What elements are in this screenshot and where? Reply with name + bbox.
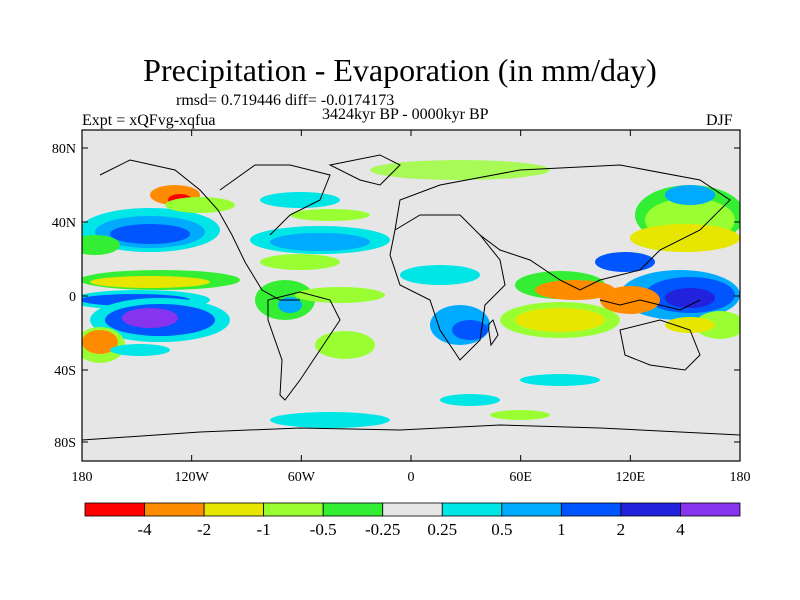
colorbar-swatch <box>382 502 443 517</box>
colorbar-swatch <box>560 502 622 517</box>
colorbar-swatch <box>144 502 205 517</box>
lat-tick-label: 40S <box>54 364 76 379</box>
colorbar-label: -0.25 <box>365 520 400 539</box>
lon-tick-label: 120W <box>175 470 210 485</box>
colorbar-swatch <box>203 502 265 517</box>
colorbar-label: 0.25 <box>427 520 457 539</box>
lon-tick-label: 60W <box>288 470 316 485</box>
experiment-label: Expt = xQFvg-xqfua <box>82 112 216 129</box>
latitude-axis: 80N 40N 0 40S 80S <box>52 142 740 451</box>
colorbar-label: 1 <box>557 520 566 539</box>
lat-tick-label: 80N <box>52 142 76 157</box>
lon-tick-label: 0 <box>408 470 415 485</box>
colorbar: -4 -2 -1 -0.5 -0.25 0.25 0.5 1 2 4 <box>84 502 741 539</box>
colorbar-swatch <box>84 502 145 517</box>
lon-tick-label: 180 <box>72 470 93 485</box>
lon-tick-label: 120E <box>616 470 646 485</box>
longitude-axis: 180 120W 60W 0 60E 120E 180 <box>72 130 751 485</box>
period-text: 3424kyr BP - 0000kyr BP <box>322 106 489 123</box>
colorbar-swatch <box>263 502 324 517</box>
colorbar-label: 2 <box>617 520 626 539</box>
colorbar-label: -1 <box>257 520 271 539</box>
colorbar-swatch <box>501 502 562 517</box>
colorbar-swatch <box>322 502 384 517</box>
colorbar-label: -0.5 <box>310 520 337 539</box>
colorbar-swatch <box>441 502 503 517</box>
lon-tick-label: 180 <box>730 470 751 485</box>
lat-tick-label: 0 <box>69 290 76 305</box>
lon-tick-label: 60E <box>509 470 532 485</box>
plot-title: Precipitation - Evaporation (in mm/day) <box>143 52 657 88</box>
lat-tick-label: 40N <box>52 216 76 231</box>
colorbar-label: 0.5 <box>491 520 512 539</box>
colorbar-swatch <box>680 502 741 517</box>
season-label: DJF <box>706 112 733 129</box>
colorbar-swatch <box>620 502 681 517</box>
colorbar-label: -2 <box>197 520 211 539</box>
coastlines <box>82 154 740 441</box>
colorbar-label: 4 <box>676 520 685 539</box>
stats-text: rmsd= 0.719446 diff= -0.0174173 <box>176 92 395 109</box>
colorbar-label: -4 <box>137 520 152 539</box>
lat-tick-label: 80S <box>54 436 76 451</box>
